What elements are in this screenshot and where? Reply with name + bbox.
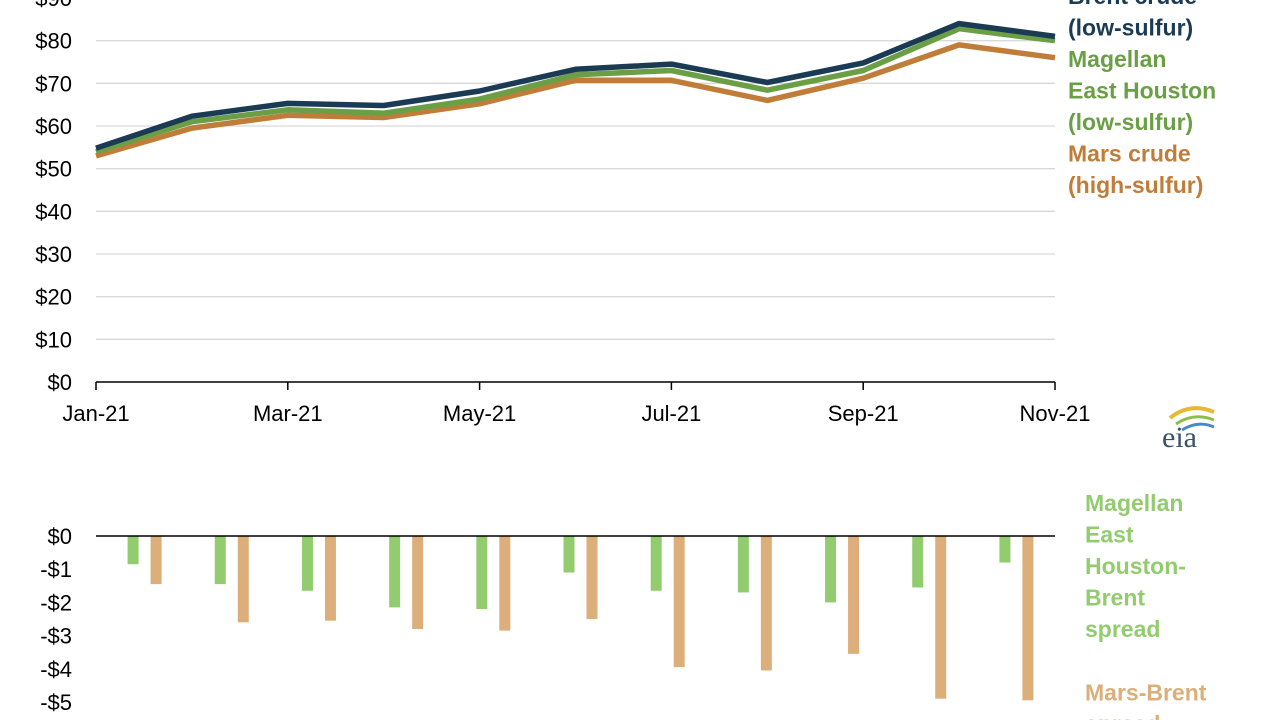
- spread-bar: [301, 536, 313, 591]
- x-tick-label: Jul-21: [641, 401, 701, 426]
- x-tick-label: Jan-21: [62, 401, 129, 426]
- y-tick-label: -$4: [40, 657, 72, 682]
- y-tick-label: $90: [35, 0, 72, 11]
- logo-swoosh-icon: [1175, 415, 1215, 426]
- spread-bar: [825, 536, 837, 603]
- legend-entry: (low-sulfur): [1068, 15, 1193, 41]
- legend-entry: East: [1085, 522, 1134, 548]
- y-tick-label: $0: [48, 524, 72, 549]
- y-tick-label: $80: [35, 29, 72, 54]
- x-tick-label: May-21: [443, 401, 516, 426]
- logo-swoosh-icon: [1181, 422, 1215, 432]
- legend-entry: spread: [1085, 616, 1160, 642]
- logo-text: eia: [1162, 421, 1197, 454]
- spread-bar: [912, 536, 924, 588]
- spread-bar: [848, 536, 860, 654]
- price-line-chart: $0 $10 $20 $30 $40 $50 $60 $70 $80 $90 Jan-21 Mar-2…: [35, 0, 1216, 426]
- spread-bar: [760, 536, 772, 671]
- y-tick-label: $60: [35, 114, 72, 139]
- series-line: [95, 25, 1056, 155]
- spread-bar: [1022, 536, 1034, 701]
- y-tick-label: $20: [35, 285, 72, 310]
- y-tick-label: -$1: [40, 557, 72, 582]
- legend-entry: spread: [1085, 711, 1160, 720]
- spread-bar: [673, 536, 685, 668]
- spread-bar: [214, 536, 226, 585]
- y-tick-label: $0: [48, 370, 72, 395]
- y-tick-label: -$2: [40, 590, 72, 615]
- spread-bar: [999, 536, 1011, 563]
- y-tick-label: $30: [35, 242, 72, 267]
- spread-bar: [150, 536, 162, 585]
- legend-entry: Houston-: [1085, 553, 1186, 579]
- spread-bar: [935, 536, 947, 699]
- legend-entry: Brent crude: [1068, 0, 1197, 9]
- y-tick-label: $50: [35, 157, 72, 182]
- legend-entry: Mars crude: [1068, 141, 1191, 167]
- x-tick-label: Mar-21: [253, 401, 323, 426]
- legend-entry: Mars-Brent: [1085, 680, 1207, 706]
- spread-bar: [237, 536, 249, 623]
- spread-bar: [412, 536, 424, 629]
- spread-bar: [650, 536, 662, 591]
- legend-entry: Brent: [1085, 585, 1145, 611]
- eia-logo: eia: [1162, 406, 1215, 454]
- spread-bar: [476, 536, 488, 610]
- legend-entry: (low-sulfur): [1068, 109, 1193, 135]
- series-line: [95, 42, 1056, 159]
- legend-entry: Magellan: [1085, 490, 1183, 516]
- y-tick-label: -$5: [40, 690, 72, 715]
- spread-bar: [737, 536, 749, 593]
- spread-bar-chart: $0 -$1 -$2 -$3 -$4 -$5 Magellan East Houston- Bre…: [40, 490, 1207, 720]
- y-tick-label: $40: [35, 199, 72, 224]
- series-line: [95, 20, 1056, 151]
- y-tick-label: $10: [35, 327, 72, 352]
- spread-bar: [563, 536, 575, 573]
- logo-swoosh-icon: [1168, 406, 1215, 420]
- y-tick-label: -$3: [40, 624, 72, 649]
- x-tick-label: Sep-21: [828, 401, 899, 426]
- spread-bar: [127, 536, 139, 565]
- spread-bar: [586, 536, 598, 619]
- legend-entry: East Houston: [1068, 78, 1216, 104]
- legend-entry: (high-sulfur): [1068, 172, 1203, 198]
- x-tick-label: Nov-21: [1020, 401, 1091, 426]
- legend-entry: Magellan: [1068, 46, 1166, 72]
- spread-bar: [324, 536, 336, 621]
- y-tick-label: $70: [35, 71, 72, 96]
- spread-bar: [499, 536, 511, 631]
- spread-bar: [389, 536, 401, 608]
